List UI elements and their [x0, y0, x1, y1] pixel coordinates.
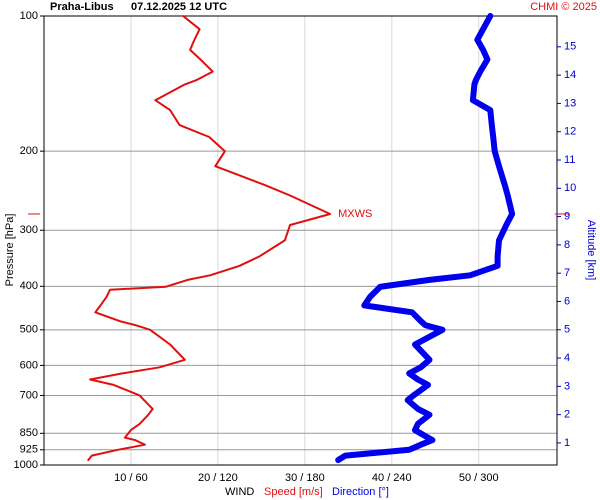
- y2-tick-label: 10: [564, 182, 576, 194]
- y-tick-label: 1000: [14, 459, 38, 471]
- y2-tick-label: 5: [564, 324, 570, 336]
- x-tick-label: 30 / 180: [285, 472, 325, 484]
- y-tick-label: 600: [20, 359, 38, 371]
- plot-frame: [43, 15, 558, 466]
- legend-entry: Speed [m/s]: [264, 486, 323, 498]
- y2-tick-label: 15: [564, 41, 576, 53]
- y2-tick-label: 6: [564, 295, 570, 307]
- y-tick-label: 500: [20, 324, 38, 336]
- profile-line: [87, 15, 332, 462]
- annotation: MXWS: [338, 208, 372, 220]
- x-tick-label: 10 / 60: [114, 472, 148, 484]
- y2-tick-label: 11: [564, 154, 575, 166]
- y2-tick-label: 14: [564, 69, 576, 81]
- y-tick-label: 400: [20, 280, 38, 292]
- chart-title: Praha-Libus: [50, 1, 114, 13]
- y2-tick-label: 2: [564, 409, 570, 421]
- y2-tick-label: 9: [564, 210, 570, 222]
- x-tick-label: 20 / 120: [198, 472, 238, 484]
- x-tick-label: 50 / 300: [459, 472, 499, 484]
- legend-entry: Direction [°]: [332, 486, 389, 498]
- y2-axis-label: Altitude [km]: [585, 220, 597, 281]
- y-tick-label: 700: [20, 389, 38, 401]
- y2-tick-label: 1: [564, 437, 570, 449]
- y2-tick-label: 12: [564, 126, 576, 138]
- y-tick-label: 925: [20, 444, 38, 456]
- y2-tick-label: 13: [564, 97, 576, 109]
- y-tick-label: 100: [20, 10, 38, 22]
- y-tick-label: 200: [20, 145, 38, 157]
- y-tick-label: 850: [20, 427, 38, 439]
- y-axis-label: Pressure [hPa]: [4, 214, 16, 287]
- x-tick-label: 40 / 240: [372, 472, 412, 484]
- y2-tick-label: 8: [564, 239, 570, 251]
- profile-line: [335, 13, 516, 464]
- x-axis-label: WIND: [225, 486, 254, 498]
- y-tick-label: 300: [20, 224, 38, 236]
- y2-tick-label: 3: [564, 380, 570, 392]
- credit: CHMI © 2025: [530, 1, 597, 13]
- y2-tick-label: 4: [564, 352, 570, 364]
- chart-subtitle: 07.12.2025 12 UTC: [131, 1, 227, 13]
- y2-tick-label: 7: [564, 267, 570, 279]
